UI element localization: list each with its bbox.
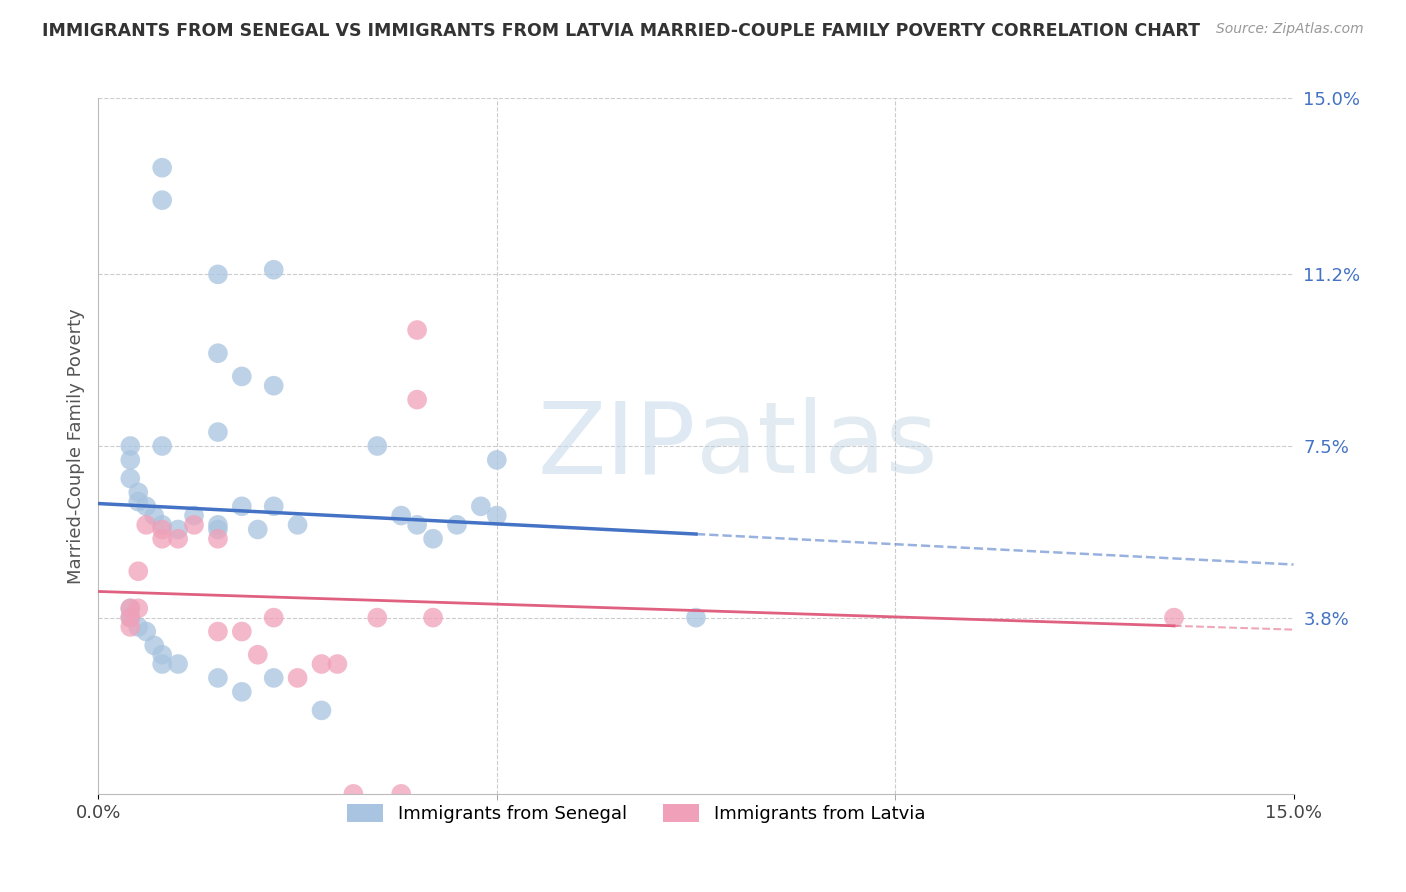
Point bbox=[231, 685, 253, 699]
Point bbox=[366, 610, 388, 624]
Point bbox=[311, 703, 333, 717]
Point bbox=[150, 532, 173, 546]
Point bbox=[167, 532, 190, 546]
Point bbox=[127, 564, 149, 578]
Point bbox=[485, 453, 508, 467]
Point bbox=[422, 532, 444, 546]
Point bbox=[127, 620, 149, 634]
Point bbox=[389, 508, 412, 523]
Point bbox=[231, 624, 253, 639]
Point bbox=[150, 657, 173, 671]
Point bbox=[263, 671, 285, 685]
Point bbox=[485, 508, 508, 523]
Point bbox=[135, 500, 157, 514]
Point bbox=[127, 485, 149, 500]
Point bbox=[246, 523, 269, 537]
Point bbox=[406, 517, 429, 532]
Point bbox=[127, 494, 149, 508]
Point bbox=[150, 193, 173, 207]
Point bbox=[207, 425, 229, 439]
Point bbox=[135, 624, 157, 639]
Point bbox=[207, 523, 229, 537]
Text: IMMIGRANTS FROM SENEGAL VS IMMIGRANTS FROM LATVIA MARRIED-COUPLE FAMILY POVERTY : IMMIGRANTS FROM SENEGAL VS IMMIGRANTS FR… bbox=[42, 22, 1201, 40]
Point bbox=[150, 439, 173, 453]
Point bbox=[120, 610, 142, 624]
Point bbox=[207, 517, 229, 532]
Point bbox=[120, 453, 142, 467]
Point bbox=[167, 523, 190, 537]
Text: Source: ZipAtlas.com: Source: ZipAtlas.com bbox=[1216, 22, 1364, 37]
Point bbox=[422, 610, 444, 624]
Point bbox=[207, 268, 229, 282]
Point bbox=[183, 517, 205, 532]
Y-axis label: Married-Couple Family Poverty: Married-Couple Family Poverty bbox=[66, 308, 84, 584]
Point bbox=[150, 161, 173, 175]
Point bbox=[150, 648, 173, 662]
Point bbox=[231, 369, 253, 384]
Point bbox=[1163, 610, 1185, 624]
Point bbox=[120, 601, 142, 615]
Point bbox=[167, 657, 190, 671]
Point bbox=[287, 671, 309, 685]
Legend: Immigrants from Senegal, Immigrants from Latvia: Immigrants from Senegal, Immigrants from… bbox=[340, 797, 932, 830]
Point bbox=[311, 657, 333, 671]
Point bbox=[143, 508, 166, 523]
Point bbox=[231, 500, 253, 514]
Point bbox=[135, 517, 157, 532]
Point bbox=[446, 517, 468, 532]
Point bbox=[120, 439, 142, 453]
Point bbox=[389, 787, 412, 801]
Point bbox=[120, 471, 142, 485]
Point bbox=[120, 601, 142, 615]
Text: atlas: atlas bbox=[696, 398, 938, 494]
Point bbox=[685, 610, 707, 624]
Point bbox=[287, 517, 309, 532]
Point bbox=[263, 262, 285, 277]
Point bbox=[183, 508, 205, 523]
Point bbox=[326, 657, 349, 671]
Point bbox=[263, 500, 285, 514]
Point bbox=[263, 378, 285, 392]
Point bbox=[120, 620, 142, 634]
Point bbox=[406, 392, 429, 407]
Point bbox=[246, 648, 269, 662]
Point bbox=[150, 523, 173, 537]
Point bbox=[263, 610, 285, 624]
Point bbox=[127, 601, 149, 615]
Point bbox=[150, 517, 173, 532]
Point bbox=[207, 346, 229, 360]
Point bbox=[342, 787, 364, 801]
Point bbox=[207, 671, 229, 685]
Point bbox=[143, 639, 166, 653]
Point bbox=[470, 500, 492, 514]
Point bbox=[120, 610, 142, 624]
Point bbox=[406, 323, 429, 337]
Point bbox=[207, 624, 229, 639]
Text: ZIP: ZIP bbox=[537, 398, 696, 494]
Point bbox=[366, 439, 388, 453]
Point bbox=[207, 532, 229, 546]
